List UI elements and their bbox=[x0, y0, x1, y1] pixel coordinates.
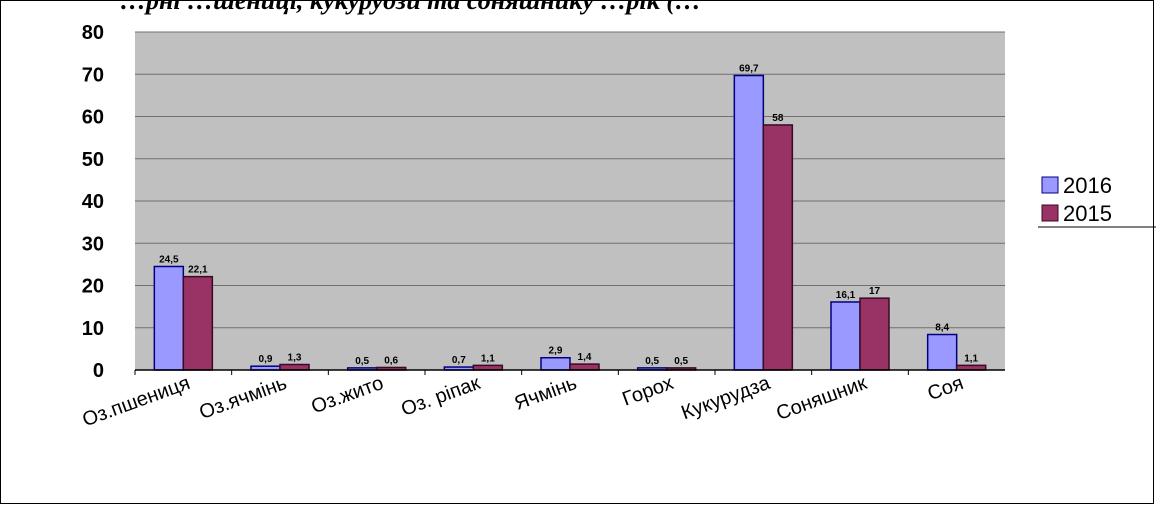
data-label: 69,7 bbox=[739, 64, 759, 75]
y-tick-label: 20 bbox=[82, 276, 104, 298]
y-tick-label: 10 bbox=[82, 318, 104, 340]
bars bbox=[153, 74, 987, 371]
data-label: 58 bbox=[772, 113, 784, 124]
data-label: 1,4 bbox=[578, 352, 592, 363]
x-category-label: Оз.ячмінь bbox=[196, 372, 289, 424]
bar-2015 bbox=[569, 363, 600, 371]
x-category-label: Оз. ріпак bbox=[398, 372, 483, 421]
legend: 2016 2015 bbox=[1038, 173, 1156, 228]
x-category-label: Соняшник bbox=[773, 372, 870, 425]
data-label: 22,1 bbox=[188, 265, 208, 276]
y-tick-label: 60 bbox=[82, 107, 104, 129]
x-category-label: Кукурудза bbox=[678, 372, 773, 425]
bar-2016 bbox=[540, 356, 571, 371]
x-category-label: Оз.жито bbox=[308, 372, 386, 418]
data-label: 1,3 bbox=[288, 353, 302, 364]
bar-2015 bbox=[859, 297, 890, 371]
y-axis-ticks: 0 10 20 30 40 50 60 70 80 bbox=[82, 22, 104, 382]
bar-2016 bbox=[733, 74, 765, 371]
y-tick-label: 70 bbox=[82, 64, 104, 86]
chart-title: …рні …шениці, кукурудзи та соняшнику …рі… bbox=[120, 0, 701, 15]
data-label: 0,9 bbox=[259, 354, 273, 365]
y-tick-label: 30 bbox=[82, 233, 104, 255]
legend-swatch-2015 bbox=[1041, 204, 1059, 222]
data-label: 24,5 bbox=[159, 254, 179, 265]
bar-2015 bbox=[279, 363, 310, 371]
x-category-label: Горох bbox=[619, 372, 676, 411]
y-tick-label: 40 bbox=[82, 191, 104, 213]
data-label: 0,5 bbox=[674, 356, 688, 367]
data-label: 8,4 bbox=[935, 323, 949, 334]
data-label: 0,7 bbox=[452, 355, 466, 366]
x-category-label: Соя bbox=[925, 372, 967, 405]
y-tick-label: 0 bbox=[93, 360, 104, 382]
bar-2016 bbox=[153, 265, 185, 371]
data-labels: 24,5 22,1 0,9 1,3 0,5 0,6 0,7 1,1 2,9 1,4 0,5 0,5 69… bbox=[159, 64, 978, 367]
bar-2016 bbox=[830, 301, 861, 371]
bar-2015 bbox=[762, 124, 794, 371]
data-label: 1,1 bbox=[964, 353, 978, 364]
x-axis-labels: Оз.пшениця Оз.ячмінь Оз.жито Оз. ріпак Ячмін… bbox=[80, 370, 967, 431]
y-tick-label: 80 bbox=[82, 22, 104, 44]
x-category-label: Ячмінь bbox=[512, 372, 580, 415]
data-label: 0,5 bbox=[355, 356, 369, 367]
data-label: 1,1 bbox=[481, 353, 495, 364]
data-label: 2,9 bbox=[549, 346, 563, 357]
data-label: 0,6 bbox=[384, 355, 398, 366]
data-label: 16,1 bbox=[836, 290, 856, 301]
legend-swatch-2016 bbox=[1041, 176, 1059, 194]
y-tick-label: 50 bbox=[82, 149, 104, 171]
legend-label-2015: 2015 bbox=[1063, 201, 1112, 226]
data-label: 17 bbox=[869, 286, 881, 297]
gridlines bbox=[135, 31, 1005, 329]
legend-label-2016: 2016 bbox=[1063, 173, 1112, 198]
bar-2015 bbox=[182, 275, 214, 371]
bar-2016 bbox=[926, 333, 958, 371]
data-label: 0,5 bbox=[645, 356, 659, 367]
